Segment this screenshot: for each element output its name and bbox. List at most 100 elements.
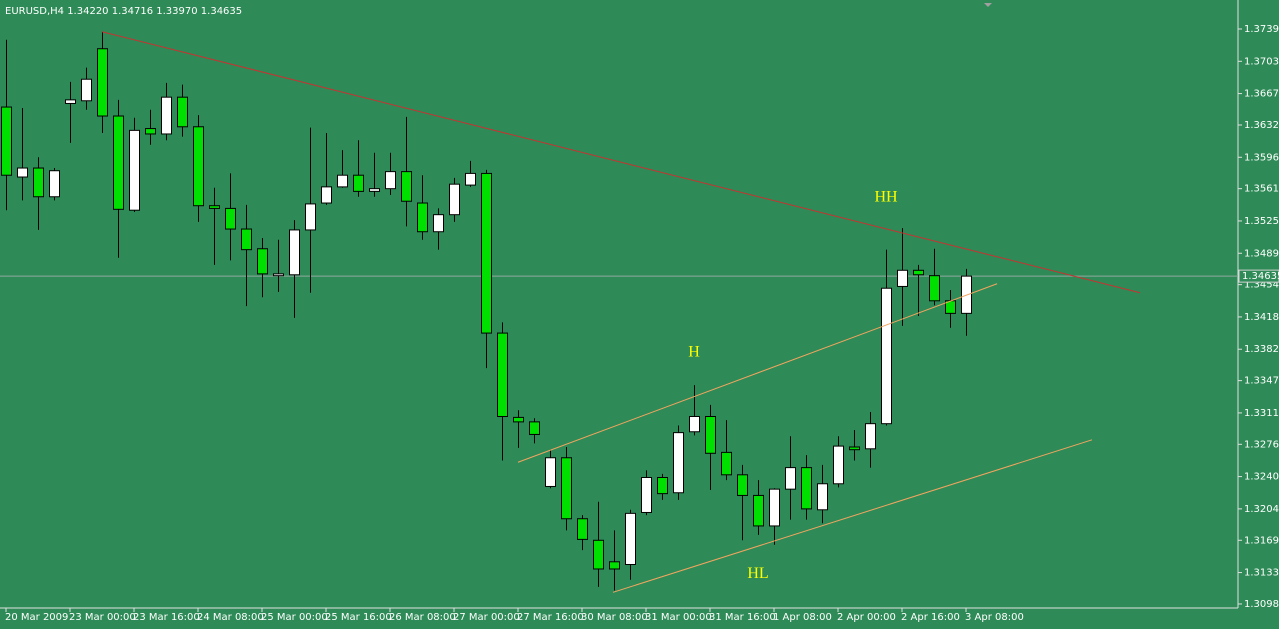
candle-body <box>529 421 540 435</box>
candle-body <box>849 446 860 451</box>
x-tick-label: 24 Mar 08:00 <box>197 612 264 623</box>
candle-body <box>721 451 732 476</box>
candle-body <box>49 170 60 198</box>
candle-body <box>289 229 300 276</box>
candle-body <box>241 228 252 251</box>
y-tick-label: 1.37390 <box>1244 24 1279 35</box>
candle-body <box>817 483 828 511</box>
x-tick-label: 25 Mar 16:00 <box>325 612 392 623</box>
last-price-box <box>1238 269 1279 283</box>
candle-body <box>641 476 652 513</box>
candle-body <box>625 512 636 565</box>
candle-body <box>209 205 220 209</box>
candle-body <box>769 488 780 527</box>
x-tick-label: 23 Mar 16:00 <box>133 612 200 623</box>
annotation: HH <box>874 188 898 205</box>
candle-body <box>689 415 700 433</box>
y-tick-label: 1.30980 <box>1244 599 1279 610</box>
candle-body <box>161 96 172 135</box>
x-tick-label: 20 Mar 2009 <box>5 612 68 623</box>
x-tick-label: 31 Mar 00:00 <box>645 612 712 623</box>
candle-body <box>33 167 44 198</box>
y-tick-label: 1.36320 <box>1244 120 1279 131</box>
x-tick-label: 27 Mar 00:00 <box>453 612 520 623</box>
candle-body <box>145 128 156 135</box>
candle-body <box>577 518 588 540</box>
candle-body <box>353 174 364 192</box>
x-tick-label: 2 Apr 16:00 <box>901 612 960 623</box>
candle-body <box>497 332 508 417</box>
candle-body <box>753 494 764 527</box>
y-tick-label: 1.35610 <box>1244 184 1279 195</box>
x-tick-label: 26 Mar 08:00 <box>389 612 456 623</box>
shift-marker <box>984 3 992 7</box>
annotation: HL <box>747 565 768 582</box>
candle-body <box>225 207 236 230</box>
candle-body <box>657 476 668 495</box>
candle-body <box>913 269 924 276</box>
y-tick-label: 1.32400 <box>1244 472 1279 483</box>
candle-body <box>17 167 28 178</box>
candle-body <box>705 415 716 454</box>
candle-body <box>545 457 556 487</box>
trend-line <box>612 439 1093 593</box>
y-tick-label: 1.36670 <box>1244 89 1279 100</box>
candle-body <box>465 172 476 186</box>
candle-body <box>865 423 876 450</box>
x-tick-label: 3 Apr 08:00 <box>965 612 1024 623</box>
candle-body <box>593 539 604 570</box>
candle-body <box>273 273 284 277</box>
y-tick-label: 1.33110 <box>1244 408 1279 419</box>
candle-body <box>97 48 108 117</box>
candle-body <box>481 172 492 334</box>
candle-body <box>801 467 812 510</box>
candle-body <box>833 445 844 485</box>
candle-body <box>513 416 524 423</box>
y-tick-label: 1.31690 <box>1244 535 1279 546</box>
candle-body <box>177 96 188 128</box>
candle-body <box>897 269 908 287</box>
candle-body <box>561 457 572 520</box>
x-tick-label: 31 Mar 16:00 <box>709 612 776 623</box>
y-tick-label: 1.37030 <box>1244 56 1279 67</box>
candle-body <box>385 171 396 190</box>
candle-body <box>193 126 204 207</box>
candle-body <box>673 432 684 494</box>
candle-body <box>433 214 444 233</box>
x-tick-label: 23 Mar 00:00 <box>69 612 136 623</box>
y-tick-label: 1.34540 <box>1244 280 1279 291</box>
y-tick-label: 1.32040 <box>1244 504 1279 515</box>
candle-body <box>337 174 348 188</box>
x-tick-label: 25 Mar 00:00 <box>261 612 328 623</box>
y-tick-label: 1.35960 <box>1244 152 1279 163</box>
y-tick-label: 1.33470 <box>1244 376 1279 387</box>
candle-body <box>785 467 796 490</box>
candle-body <box>401 171 412 202</box>
x-tick-label: 1 Apr 08:00 <box>773 612 832 623</box>
candle-body <box>129 129 140 211</box>
candle-body <box>449 183 460 216</box>
candle-body <box>65 99 76 104</box>
y-tick-label: 1.34180 <box>1244 312 1279 323</box>
candle-body <box>81 78 92 102</box>
candle-body <box>257 248 268 275</box>
candle-body <box>321 186 332 204</box>
y-tick-label: 1.31330 <box>1244 568 1279 579</box>
last-price-label: 1.34635 <box>1242 271 1279 282</box>
candle-body <box>609 561 620 570</box>
y-tick-label: 1.34890 <box>1244 248 1279 259</box>
x-tick-label: 27 Mar 16:00 <box>517 612 584 623</box>
y-tick-label: 1.33820 <box>1244 344 1279 355</box>
annotation: H <box>688 343 700 360</box>
y-tick-label: 1.35250 <box>1244 216 1279 227</box>
x-tick-label: 30 Mar 08:00 <box>581 612 648 623</box>
candle-body <box>881 287 892 425</box>
candle-body <box>305 203 316 231</box>
chart-title: EURUSD,H4 1.34220 1.34716 1.33970 1.3463… <box>5 6 242 17</box>
trend-line <box>517 283 998 463</box>
candle-body <box>417 202 428 233</box>
x-tick-label: 2 Apr 00:00 <box>837 612 896 623</box>
candle-body <box>737 474 748 496</box>
